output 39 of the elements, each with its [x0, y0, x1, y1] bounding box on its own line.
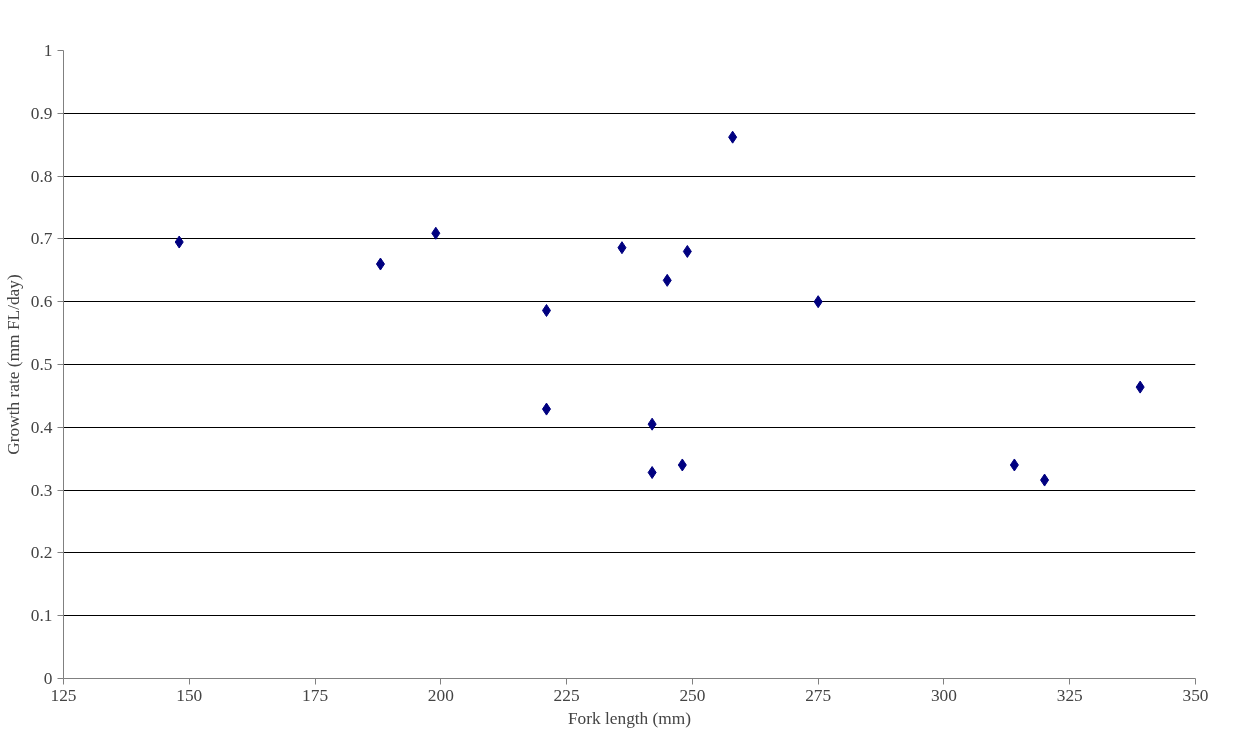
point	[1135, 380, 1145, 394]
point	[647, 466, 657, 480]
point	[1009, 458, 1019, 472]
y-tick-label: 0.8	[30, 166, 53, 186]
x-tick-label: 350	[1182, 685, 1209, 705]
x-tick-label: 325	[1056, 685, 1083, 705]
x-tick-label: 225	[553, 685, 580, 705]
x-tick-label: 150	[176, 685, 203, 705]
point	[813, 295, 823, 309]
point	[647, 417, 657, 431]
point	[677, 458, 687, 472]
point	[728, 130, 738, 144]
point	[682, 244, 692, 258]
point	[541, 303, 551, 317]
y-axis-title: Growth rate (mm FL/day)	[3, 274, 23, 455]
x-tick-label: 275	[805, 685, 832, 705]
x-tick-label: 250	[679, 685, 706, 705]
x-tick-label: 125	[50, 685, 77, 705]
y-tick-label: 0.7	[30, 229, 53, 249]
point	[174, 235, 184, 249]
x-axis-title: Fork length (mm)	[567, 708, 692, 728]
point	[1040, 473, 1050, 487]
y-tick-label: 0.3	[30, 480, 53, 500]
y-tick-label: 1	[43, 41, 53, 60]
y-tick-label: 0.4	[30, 417, 53, 437]
y-tick-label: 0.6	[30, 292, 53, 312]
y-tick-label: 0.5	[30, 355, 53, 374]
point	[431, 226, 441, 240]
y-tick-label: 0.9	[30, 103, 53, 123]
x-tick-label: 300	[930, 685, 957, 705]
point	[662, 273, 672, 287]
point	[375, 257, 385, 271]
point	[541, 402, 551, 416]
y-tick-label: 0.2	[30, 543, 53, 563]
y-tick-label: 0	[43, 669, 53, 688]
x-tick-label: 200	[427, 685, 454, 705]
y-tick-label: 0.1	[30, 606, 53, 626]
x-tick-label: 175	[302, 685, 329, 705]
point	[617, 241, 627, 255]
